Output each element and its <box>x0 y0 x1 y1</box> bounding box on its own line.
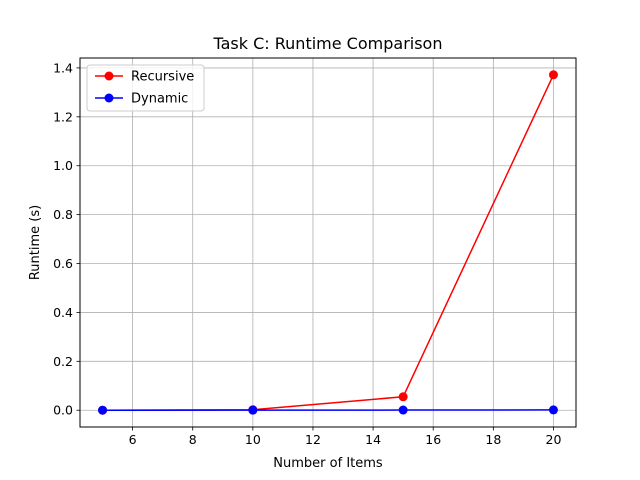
x-tick-label: 18 <box>485 432 501 447</box>
data-point-dynamic <box>98 405 108 415</box>
y-tick-label: 0.4 <box>53 305 73 320</box>
legend-dynamic-marker <box>104 93 114 103</box>
plot-area <box>80 58 576 427</box>
data-point-dynamic <box>548 405 558 415</box>
data-point-dynamic <box>398 405 408 415</box>
legend-dynamic-label: Dynamic <box>131 92 188 107</box>
legend: Recursive Dynamic <box>86 64 205 112</box>
legend-recursive-marker <box>104 71 114 81</box>
y-tick-label: 0.2 <box>53 354 73 369</box>
legend-recursive-label: Recursive <box>131 70 194 85</box>
y-axis-label: Runtime (s) <box>28 205 43 280</box>
x-tick-label: 20 <box>546 432 562 447</box>
x-tick-label: 8 <box>189 432 197 447</box>
data-point-recursive <box>548 70 558 80</box>
y-tick-label: 0.8 <box>53 207 73 222</box>
y-tick-label: 1.2 <box>53 109 73 124</box>
x-tick-label: 14 <box>365 432 381 447</box>
x-tick-label: 6 <box>129 432 137 447</box>
x-tick-label: 10 <box>245 432 261 447</box>
y-tick-label: 0.6 <box>53 256 73 271</box>
series-layer <box>98 70 558 415</box>
ticks: 6 8 10 12 14 16 18 20 0.0 0.2 0.4 0.6 0.8 1.0 1.2 1.4 <box>53 60 561 447</box>
data-point-dynamic <box>248 405 258 415</box>
data-point-recursive <box>398 392 408 402</box>
x-axis-label: Number of Items <box>273 456 383 471</box>
x-tick-label: 16 <box>425 432 441 447</box>
chart-title: Task C: Runtime Comparison <box>213 34 443 53</box>
y-tick-label: 0.0 <box>53 403 73 418</box>
plot-frame <box>79 57 577 428</box>
y-tick-label: 1.4 <box>53 60 73 75</box>
y-tick-label: 1.0 <box>53 158 73 173</box>
x-tick-label: 12 <box>305 432 321 447</box>
